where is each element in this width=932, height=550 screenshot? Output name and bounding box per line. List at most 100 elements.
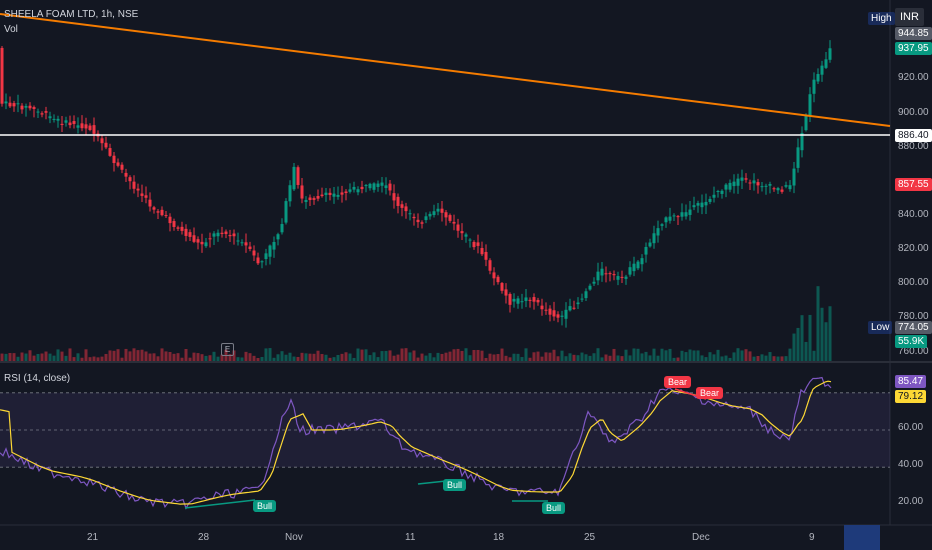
volume-bar [336, 354, 340, 361]
currency-button[interactable]: INR [895, 8, 924, 26]
rsi-ma-value-tag: 79.12 [895, 390, 927, 403]
candle-body [780, 189, 784, 192]
time-label: Dec [692, 532, 710, 543]
candle-body [636, 261, 640, 269]
candle-body [572, 307, 576, 309]
volume-bar [104, 353, 108, 361]
candle-body [116, 162, 120, 166]
volume-bar [80, 357, 84, 361]
candle-body [240, 242, 244, 244]
candle-body [748, 182, 752, 184]
candle-body [408, 213, 412, 215]
candle-body [476, 242, 480, 246]
candle-body [176, 227, 180, 229]
candle-body [272, 242, 276, 250]
volume-bar [260, 357, 264, 361]
volume-bar [544, 352, 548, 361]
volume-bar [484, 357, 488, 361]
candle-body [260, 261, 264, 263]
candle-body [360, 186, 364, 190]
candle-body [8, 102, 12, 107]
volume-bar [468, 355, 472, 361]
high-label: High [868, 12, 895, 25]
volume-bar [772, 356, 776, 361]
volume-bar [144, 351, 148, 361]
bull-signal: Bull [443, 479, 467, 491]
volume-bar [796, 327, 800, 361]
volume-bar [120, 357, 124, 361]
volume-bar [196, 353, 200, 361]
volume-bar [240, 357, 244, 361]
bull-signal: Bull [542, 502, 566, 514]
volume-bar [644, 351, 648, 361]
volume-bar [324, 354, 328, 361]
volume-bar [236, 357, 240, 361]
candle-body [352, 186, 356, 190]
volume-bar [660, 348, 664, 361]
candle-body [608, 273, 612, 275]
volume-bar [580, 352, 584, 361]
candle-body [276, 234, 280, 240]
volume-bar [612, 348, 616, 361]
candle-body [60, 123, 64, 125]
volume-bar [180, 357, 184, 361]
volume-bar [212, 351, 216, 361]
candle-body [436, 208, 440, 212]
candle-body [616, 276, 620, 280]
volume-bar [824, 322, 828, 361]
candle-body [188, 232, 192, 237]
volume-bar [708, 352, 712, 361]
candle-body [120, 164, 124, 170]
time-label: 9 [809, 532, 815, 543]
volume-bar [64, 355, 68, 361]
candle-body [648, 242, 652, 247]
candle-body [24, 106, 28, 108]
volume-bar [276, 354, 280, 361]
candle-body [484, 251, 488, 260]
candle-body [52, 118, 56, 120]
candle-body [80, 123, 84, 129]
earnings-event-marker[interactable]: E [221, 343, 234, 356]
volume-value-tag: 55.9K [895, 335, 928, 348]
volume-bar [280, 351, 284, 361]
candle-body [264, 253, 268, 260]
candle-body [420, 222, 424, 224]
volume-bar [264, 348, 268, 361]
high-value-tag: 944.85 [895, 27, 932, 40]
candle-body [468, 239, 472, 241]
candle-body [684, 212, 688, 217]
rsi-title: RSI (14, close) [4, 373, 71, 384]
time-axis-selection[interactable] [844, 525, 880, 550]
candle-body [680, 212, 684, 217]
candle-body [512, 298, 516, 302]
volume-bar [388, 350, 392, 361]
volume-bar [400, 348, 404, 361]
candle-body [16, 103, 20, 105]
candle-body [148, 199, 152, 207]
candle-body [696, 203, 700, 206]
volume-bar [444, 352, 448, 361]
candle-body [592, 281, 596, 284]
volume-bar [768, 352, 772, 361]
volume-bar [248, 353, 252, 361]
volume-bar [184, 348, 188, 361]
candle-body [744, 178, 748, 180]
volume-bar [44, 351, 48, 361]
volume-bar [576, 355, 580, 361]
candle-body [728, 182, 732, 190]
volume-bar [620, 356, 624, 361]
candle-body [440, 208, 444, 213]
volume-bar [168, 352, 172, 361]
volume-bar [516, 353, 520, 361]
volume-bar [728, 357, 732, 361]
price-tick-820: 820.00 [898, 243, 929, 254]
volume-bar [4, 353, 8, 361]
volume-bar [604, 354, 608, 361]
candle-body [180, 226, 184, 231]
candle-body [232, 233, 236, 237]
candle-body [812, 79, 816, 94]
volume-bar [568, 353, 572, 361]
volume-bar [512, 353, 516, 361]
candle-body [28, 105, 32, 109]
